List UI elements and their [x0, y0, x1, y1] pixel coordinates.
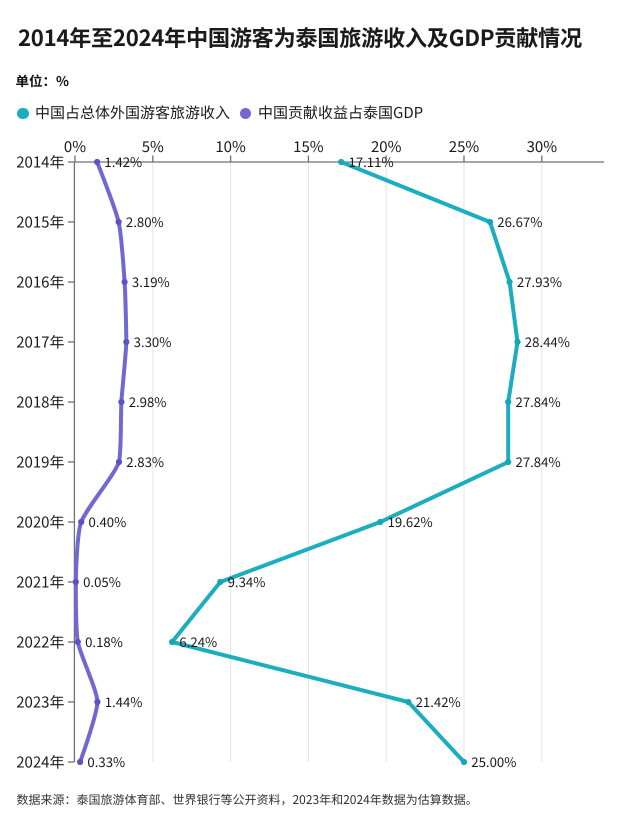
svg-text:2017年: 2017年 — [16, 331, 64, 352]
svg-text:2019年: 2019年 — [16, 451, 64, 472]
svg-text:2.80%: 2.80% — [126, 212, 164, 231]
svg-text:2015年: 2015年 — [16, 211, 64, 232]
svg-text:2.83%: 2.83% — [126, 452, 164, 471]
svg-text:0.33%: 0.33% — [87, 752, 125, 771]
svg-text:0.18%: 0.18% — [85, 632, 123, 651]
svg-text:2023年: 2023年 — [16, 691, 64, 712]
svg-text:2020年: 2020年 — [16, 511, 64, 532]
svg-text:20%: 20% — [371, 136, 402, 157]
svg-text:5%: 5% — [142, 136, 164, 157]
svg-text:2.98%: 2.98% — [129, 392, 167, 411]
svg-text:0.40%: 0.40% — [89, 512, 127, 531]
svg-text:2016年: 2016年 — [16, 271, 64, 292]
svg-text:6.24%: 6.24% — [179, 632, 217, 651]
svg-text:27.93%: 27.93% — [517, 272, 562, 291]
svg-text:2018年: 2018年 — [16, 391, 64, 412]
svg-text:0.05%: 0.05% — [83, 572, 121, 591]
svg-text:2024年: 2024年 — [16, 751, 64, 772]
svg-text:17.11%: 17.11% — [349, 152, 394, 171]
svg-text:28.44%: 28.44% — [525, 332, 570, 351]
svg-text:27.84%: 27.84% — [516, 452, 561, 471]
svg-text:2021年: 2021年 — [16, 571, 64, 592]
svg-text:1.44%: 1.44% — [105, 692, 143, 711]
svg-text:2022年: 2022年 — [16, 631, 64, 652]
svg-text:2014年: 2014年 — [16, 151, 64, 172]
svg-text:19.62%: 19.62% — [388, 512, 433, 531]
svg-text:15%: 15% — [293, 136, 324, 157]
svg-text:27.84%: 27.84% — [516, 392, 561, 411]
svg-text:3.19%: 3.19% — [132, 272, 170, 291]
svg-text:25%: 25% — [449, 136, 480, 157]
svg-text:0%: 0% — [64, 136, 86, 157]
svg-text:10%: 10% — [215, 136, 246, 157]
svg-text:3.30%: 3.30% — [134, 332, 172, 351]
svg-text:30%: 30% — [527, 136, 558, 157]
svg-text:9.34%: 9.34% — [228, 572, 266, 591]
svg-text:21.42%: 21.42% — [416, 692, 461, 711]
svg-text:26.67%: 26.67% — [497, 212, 542, 231]
svg-text:1.42%: 1.42% — [104, 152, 142, 171]
svg-text:25.00%: 25.00% — [471, 752, 516, 771]
